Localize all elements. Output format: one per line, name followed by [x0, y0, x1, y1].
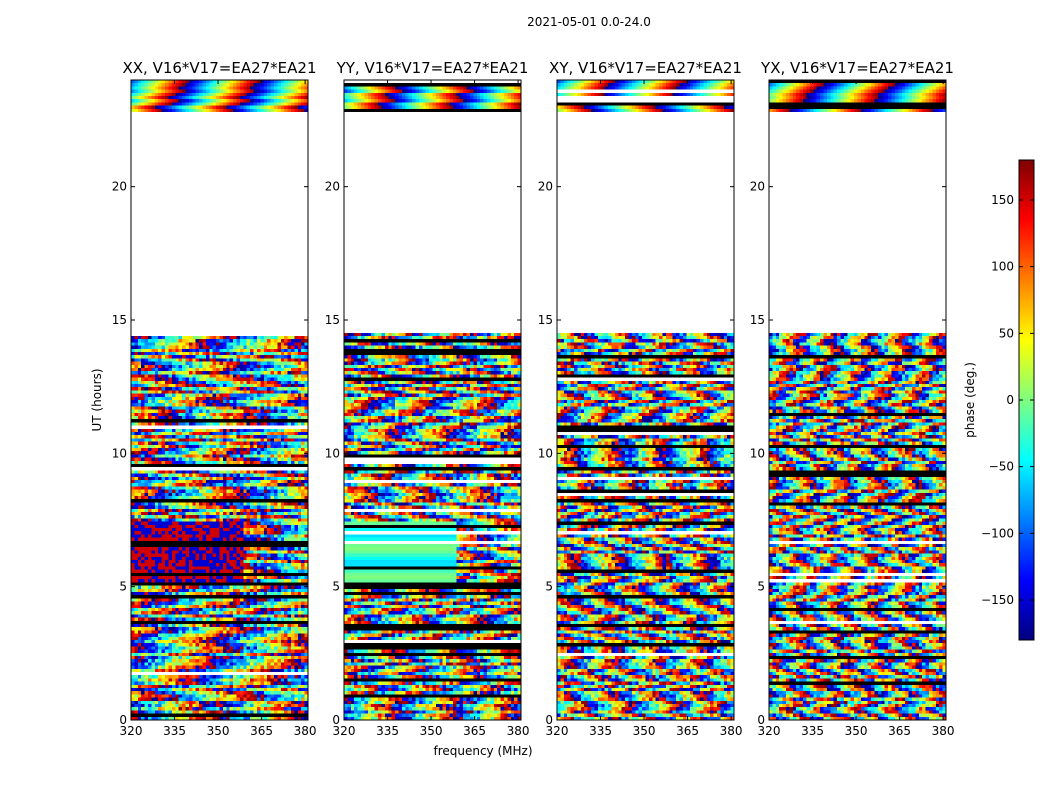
panels: XX, V16*V17=EA27*EA21 320 335 350 365 380 0 5 10… — [112, 59, 955, 738]
x-tick-label: 335 — [163, 724, 186, 738]
panel-frame — [343, 79, 522, 721]
colorbar-tick-label: 100 — [991, 260, 1014, 274]
panel-frame — [556, 79, 735, 721]
y-tick-label: 20 — [325, 180, 340, 194]
y-tick-label: 5 — [545, 580, 553, 594]
x-tick-label: 320 — [333, 724, 356, 738]
panel-frame — [130, 79, 309, 721]
panel-title: XY, V16*V17=EA27*EA21 — [549, 59, 742, 77]
y-tick-label: 15 — [325, 313, 340, 327]
panel-yx: YX, V16*V17=EA27*EA21 320 335 350 365 380 0 5 10… — [750, 59, 955, 738]
y-tick-label: 5 — [119, 580, 127, 594]
panel-xx: XX, V16*V17=EA27*EA21 320 335 350 365 380 0 5 10… — [112, 59, 317, 738]
y-tick-label: 20 — [112, 180, 127, 194]
x-tick-label: 335 — [589, 724, 612, 738]
panel-title: YY, V16*V17=EA27*EA21 — [336, 59, 529, 77]
x-tick-label: 380 — [932, 724, 955, 738]
y-tick-label: 15 — [538, 313, 553, 327]
x-tick-label: 335 — [801, 724, 824, 738]
x-tick-label: 350 — [845, 724, 868, 738]
x-tick-label: 320 — [546, 724, 569, 738]
panel-title: XX, V16*V17=EA27*EA21 — [122, 59, 316, 77]
x-axis-label: frequency (MHz) — [433, 744, 532, 758]
x-tick-label: 350 — [633, 724, 656, 738]
y-tick-label: 5 — [757, 580, 765, 594]
panel-xy: XY, V16*V17=EA27*EA21 320 335 350 365 380 0 5 10… — [538, 59, 743, 738]
x-tick-label: 335 — [376, 724, 399, 738]
x-tick-label: 365 — [250, 724, 273, 738]
y-tick-label: 10 — [112, 446, 127, 460]
phase-heatmap-yy — [344, 80, 521, 720]
colorbar-tick-label: −100 — [981, 526, 1014, 540]
y-tick-label: 10 — [325, 446, 340, 460]
x-tick-label: 320 — [758, 724, 781, 738]
x-tick-label: 350 — [207, 724, 230, 738]
y-tick-label: 20 — [750, 180, 765, 194]
panel-yy: YY, V16*V17=EA27*EA21 320 335 350 365 380 0 5 10… — [325, 59, 530, 738]
panel-title: YX, V16*V17=EA27*EA21 — [760, 59, 954, 77]
y-tick-label: 15 — [112, 313, 127, 327]
figure-title: 2021-05-01 0.0-24.0 — [527, 15, 651, 29]
colorbar-tick-label: −150 — [981, 593, 1014, 607]
x-tick-label: 380 — [720, 724, 743, 738]
y-tick-label: 10 — [750, 446, 765, 460]
x-tick-label: 380 — [507, 724, 530, 738]
x-tick-label: 380 — [294, 724, 317, 738]
y-tick-label: 10 — [538, 446, 553, 460]
phase-heatmap-xy — [557, 80, 734, 720]
colorbar-tick-label: 150 — [991, 193, 1014, 207]
x-tick-label: 320 — [120, 724, 143, 738]
x-tick-label: 365 — [463, 724, 486, 738]
x-tick-label: 365 — [888, 724, 911, 738]
panel-frame — [768, 79, 947, 721]
y-axis-label: UT (hours) — [90, 368, 104, 431]
phase-heatmap-yx — [769, 80, 946, 720]
colorbar-tick-label: 0 — [1006, 393, 1014, 407]
y-tick-label: 0 — [757, 713, 765, 727]
y-tick-label: 0 — [332, 713, 340, 727]
colorbar-tick-label: −50 — [989, 460, 1014, 474]
y-tick-label: 0 — [545, 713, 553, 727]
colorbar-label: phase (deg.) — [963, 362, 977, 438]
x-tick-label: 350 — [420, 724, 443, 738]
y-tick-label: 5 — [332, 580, 340, 594]
phase-heatmap-xx — [131, 80, 308, 720]
colorbar: −150 −100 −50 0 50 100 150 — [981, 159, 1035, 641]
y-tick-label: 15 — [750, 313, 765, 327]
y-tick-label: 0 — [119, 713, 127, 727]
x-tick-label: 365 — [676, 724, 699, 738]
y-tick-label: 20 — [538, 180, 553, 194]
colorbar-tick-label: 50 — [999, 326, 1014, 340]
